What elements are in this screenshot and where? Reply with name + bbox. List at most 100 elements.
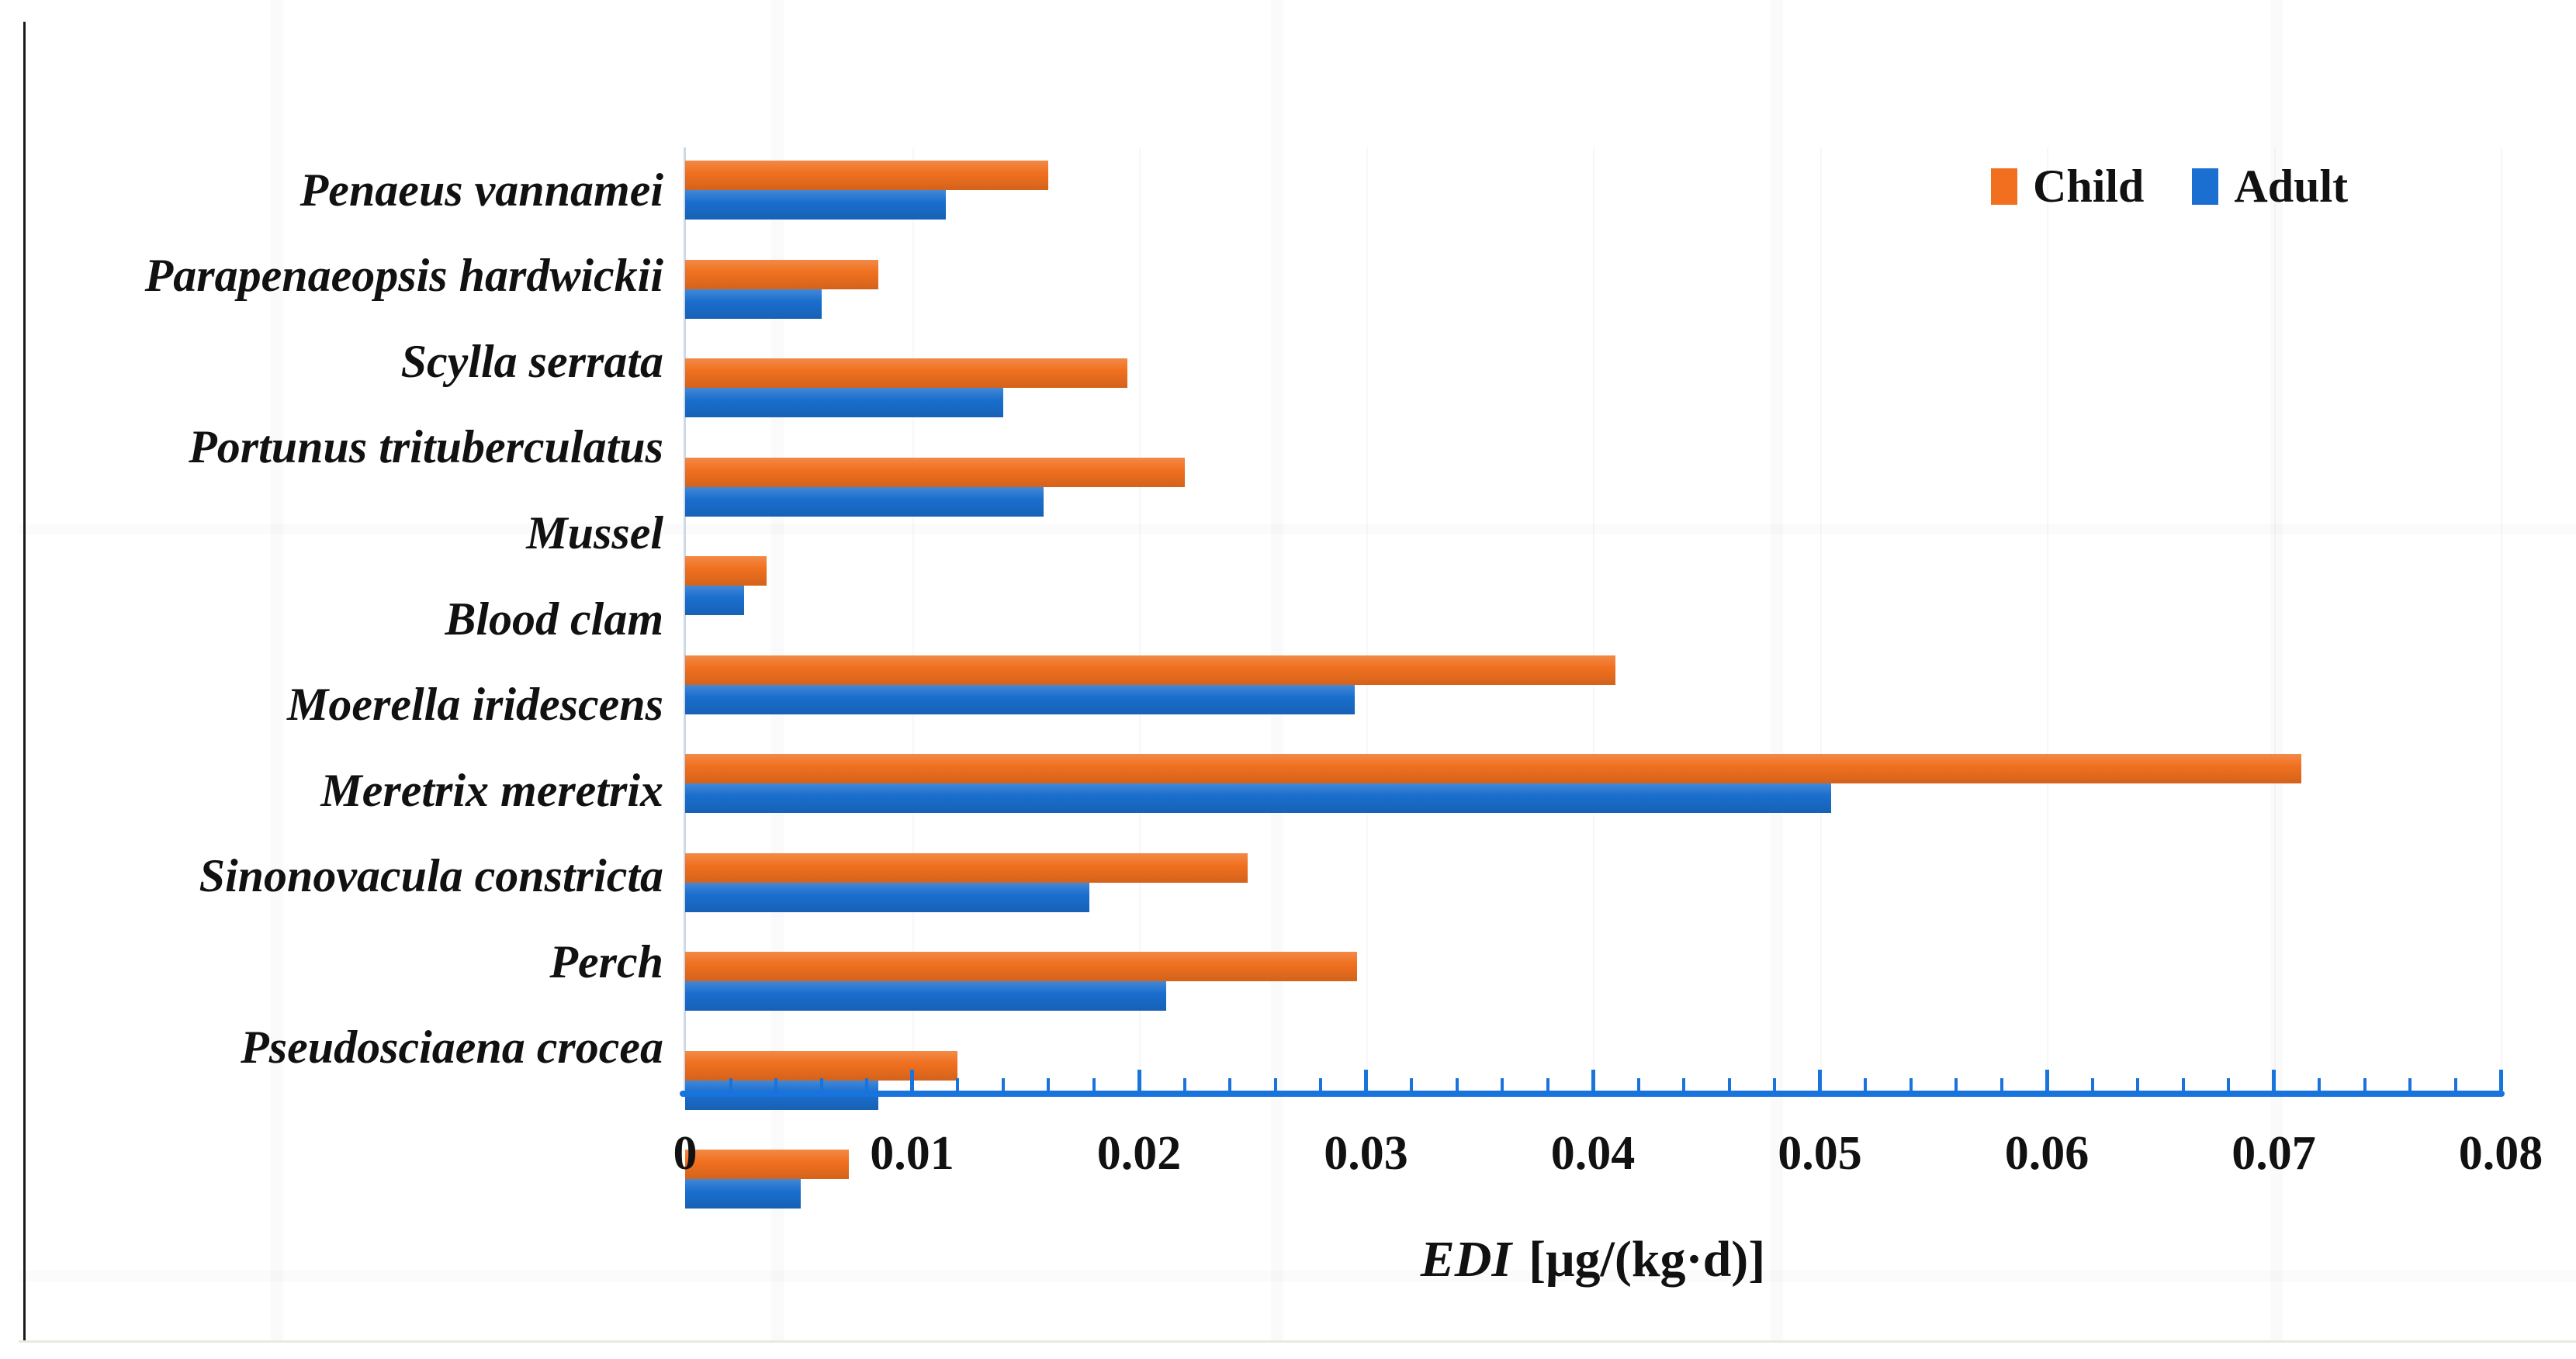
x-minor-tick (1182, 1078, 1186, 1091)
bar-child (685, 556, 767, 586)
bar-adult (685, 289, 822, 319)
x-minor-tick (2363, 1078, 2367, 1091)
x-minor-tick (2227, 1078, 2230, 1091)
category-label: Mussel (526, 507, 663, 558)
legend-swatch-child (1991, 168, 2017, 205)
category-axis: Penaeus vannamei Parapenaeopsis hardwicki… (22, 147, 663, 1091)
x-tick-label: 0.08 (2458, 1127, 2543, 1180)
x-tick-label: 0.01 (870, 1127, 954, 1180)
x-tick-label: 0.03 (1324, 1127, 1408, 1180)
x-gridline (1593, 147, 1594, 1091)
x-minor-tick (1955, 1078, 1958, 1091)
x-minor-tick (1773, 1078, 1776, 1091)
x-minor-tick (2136, 1078, 2139, 1091)
y-axis-line (684, 147, 686, 1091)
x-gridline (912, 147, 914, 1091)
x-major-tick (1818, 1070, 1822, 1091)
legend-item-child: Child (1991, 163, 2144, 209)
bar-row (685, 556, 2501, 642)
x-major-tick (1137, 1070, 1141, 1091)
legend-label-child: Child (2033, 161, 2145, 212)
x-gridline (1819, 147, 1822, 1091)
bar-adult (685, 486, 1044, 517)
x-axis-title: EDI [μg/(kg·d)] (685, 1230, 2501, 1289)
bar-adult (685, 586, 745, 616)
bar-row (685, 161, 2501, 247)
x-minor-tick (1682, 1078, 1685, 1091)
x-minor-tick (1864, 1078, 1867, 1091)
x-minor-tick (2090, 1078, 2094, 1091)
x-major-tick (2498, 1070, 2503, 1091)
bar-child (685, 457, 1185, 487)
bar-child (685, 358, 1128, 389)
category-label: Moerella iridescens (287, 679, 663, 731)
x-minor-tick (1092, 1078, 1096, 1091)
bar-adult (685, 882, 1089, 912)
x-minor-tick (1319, 1078, 1322, 1091)
x-tick-labels: 0 0.01 0.02 0.03 0.04 0.05 0.06 0.07 0.08 (673, 1126, 2543, 1181)
x-tick-label: 0.04 (1550, 1127, 1636, 1180)
bar-adult (685, 190, 947, 220)
x-minor-tick (1909, 1078, 1913, 1091)
x-minor-tick (1228, 1078, 1231, 1091)
bar-row (685, 655, 2501, 742)
category-label: Perch (549, 935, 663, 987)
x-major-tick (1364, 1070, 1368, 1091)
x-gridline (2047, 147, 2048, 1091)
x-minor-tick (1273, 1078, 1277, 1091)
x-axis-line (680, 1091, 2505, 1097)
x-major-tick (910, 1070, 914, 1091)
bar-child (685, 655, 1616, 685)
x-tick-label: 0.07 (2231, 1127, 2316, 1180)
bar-row (685, 952, 2501, 1038)
x-minor-tick (2408, 1078, 2412, 1091)
x-minor-tick (1410, 1078, 1413, 1091)
bar-child (685, 952, 1357, 982)
x-tick-label: 0.06 (2004, 1127, 2090, 1180)
bar-row (685, 754, 2501, 840)
bar-adult (685, 1179, 802, 1209)
x-axis-title-name: EDI (1420, 1231, 1512, 1288)
x-gridline (1366, 147, 1368, 1091)
bar-child (685, 1150, 849, 1180)
bar-child (685, 1050, 957, 1081)
bar-row (685, 358, 2501, 444)
category-label: Scylla serrata (400, 335, 663, 387)
category-label: Blood clam (445, 593, 663, 645)
x-minor-tick (1546, 1078, 1549, 1091)
legend-swatch-adult (2192, 168, 2219, 205)
x-tick-label: 0.02 (1096, 1127, 1182, 1180)
x-axis-title-unit: [μg/(kg·d)] (1529, 1231, 1766, 1288)
category-label: Portunus trituberculatus (189, 421, 663, 473)
bar-child (685, 754, 2301, 784)
bar-adult (685, 388, 1003, 418)
x-minor-tick (729, 1078, 732, 1091)
bar-child (685, 852, 1248, 883)
category-label: Pseudosciaena crocea (241, 1022, 663, 1074)
legend-label-adult: Adult (2234, 161, 2349, 212)
x-minor-tick (956, 1078, 959, 1091)
category-label: Parapenaeopsis hardwickii (144, 250, 663, 302)
x-minor-tick (1636, 1078, 1640, 1091)
x-minor-tick (1455, 1078, 1459, 1091)
x-minor-tick (2318, 1078, 2321, 1091)
x-minor-tick (2000, 1078, 2003, 1091)
x-minor-tick (865, 1078, 868, 1091)
bar-row (685, 1150, 2501, 1236)
bar-row (685, 457, 2501, 544)
x-minor-tick (1501, 1078, 1504, 1091)
category-label: Meretrix meretrix (320, 764, 663, 816)
x-tick-label: 0 (673, 1127, 698, 1180)
x-major-tick (2045, 1070, 2049, 1091)
x-major-tick (2272, 1070, 2276, 1091)
x-minor-tick (2453, 1078, 2457, 1091)
bar-child (685, 161, 1048, 190)
x-tick-label: 0.05 (1778, 1127, 1862, 1180)
x-major-tick (1591, 1070, 1595, 1091)
x-minor-tick (1727, 1078, 1731, 1091)
bar-row (685, 852, 2501, 939)
x-minor-tick (1047, 1078, 1050, 1091)
bar-adult (685, 783, 1832, 814)
plot-area (684, 147, 2502, 1209)
